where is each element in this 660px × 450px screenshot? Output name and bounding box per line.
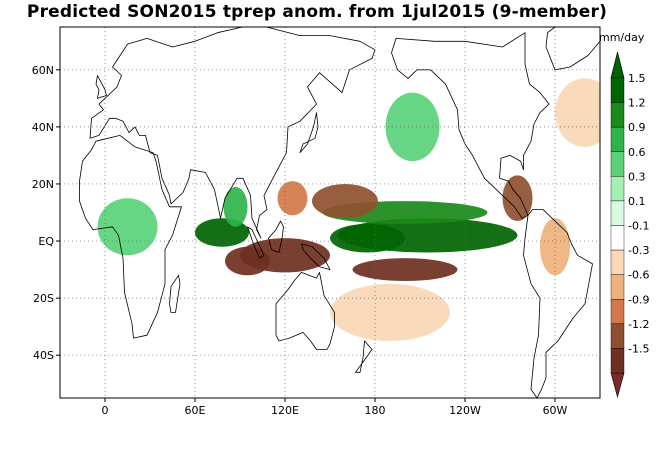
lat-tick-label: 20N [32, 178, 54, 191]
colorbar-swatch [610, 249, 625, 275]
colorbar-label: -0.6 [628, 269, 649, 282]
colorbar-top-arrow [610, 51, 625, 79]
anomaly-field-spcz-dry [352, 258, 458, 281]
anomaly-field-philippines-dry [277, 181, 308, 216]
colorbar-swatch [610, 299, 625, 325]
lon-tick-label: 180 [365, 404, 386, 417]
land-outlines [79, 27, 600, 398]
colorbar-swatch [610, 323, 625, 349]
land-south-america [523, 209, 593, 398]
colorbar-label: -0.3 [628, 244, 649, 257]
colorbar-label: 0.6 [628, 146, 646, 159]
map-title: Predicted SON2015 tprep anom. from 1jul2… [26, 2, 608, 22]
lat-tick-label: 20S [33, 292, 54, 305]
colorbar-swatch [610, 77, 625, 103]
land-greenland [545, 27, 600, 71]
colorbar-swatch [610, 102, 625, 128]
anomaly-field-se-indian-dry [225, 246, 270, 276]
colorbar-swatch [610, 176, 625, 202]
colorbar-label: -0.1 [628, 220, 649, 233]
anomaly-field-bay-of-bengal-wet [223, 186, 248, 227]
land-africa [79, 134, 182, 339]
longitude-axis: 0 60E 120E 180 120W 60W [102, 398, 568, 417]
lon-tick-label: 60E [185, 404, 206, 417]
colorbar-swatch [610, 200, 625, 226]
colorbar-bottom-arrow [610, 372, 625, 399]
land-japan [299, 112, 319, 154]
land-new-guinea [301, 243, 331, 271]
colorbar-swatch [610, 348, 625, 374]
colorbar-label: 1.5 [628, 72, 646, 85]
land-uk [95, 75, 107, 99]
land-north-america [391, 32, 550, 219]
lon-tick-label: 120E [271, 404, 299, 417]
colorbar-label: -1.2 [628, 318, 649, 331]
colorbar-label: -0.9 [628, 293, 649, 306]
colorbar-label: -1.5 [628, 342, 649, 355]
land-madagascar [169, 274, 181, 313]
colorbar-swatch [610, 274, 625, 300]
anomaly-field-central-america-dry [502, 175, 533, 222]
lat-tick-label: EQ [38, 235, 54, 248]
anomaly-field-south-pacific-dry [330, 283, 450, 341]
land-borneo [268, 220, 284, 253]
colorbar-units: mm/day [599, 31, 645, 44]
colorbar-swatch [610, 151, 625, 177]
colorbar-label: 1.2 [628, 97, 646, 110]
land-eurasia [89, 27, 376, 239]
anomaly-field-west-africa-wet [97, 198, 158, 256]
colorbar: mm/day 1.5 1.2 0.9 0.6 0.3 0.1 -0.1 -0.3 -0.6 -0.9… [599, 31, 649, 399]
anomaly-field-amazon-dry [540, 218, 570, 276]
anomaly-field-north-atlantic-dry [555, 78, 600, 147]
land-new-zealand [355, 340, 373, 373]
lat-tick-label: 40S [33, 349, 54, 362]
colorbar-swatch [610, 225, 625, 251]
anomaly-field-west-pacific-dry [312, 183, 378, 219]
colorbar-swatch [610, 126, 625, 152]
colorbar-label: 0.3 [628, 170, 646, 183]
anomaly-field-eq-pacific-wet-west [330, 223, 405, 253]
land-australia [275, 271, 335, 350]
lon-tick-label: 60W [543, 404, 568, 417]
lon-tick-label: 120W [449, 404, 481, 417]
lat-tick-label: 60N [32, 64, 54, 77]
latitude-axis: 60N 40N 20N EQ 20S 40S [32, 64, 60, 362]
colorbar-label: 0.1 [628, 195, 646, 208]
lat-tick-label: 40N [32, 121, 54, 134]
colorbar-label: 0.9 [628, 121, 646, 134]
lon-tick-label: 0 [102, 404, 109, 417]
map-frame [59, 26, 601, 399]
